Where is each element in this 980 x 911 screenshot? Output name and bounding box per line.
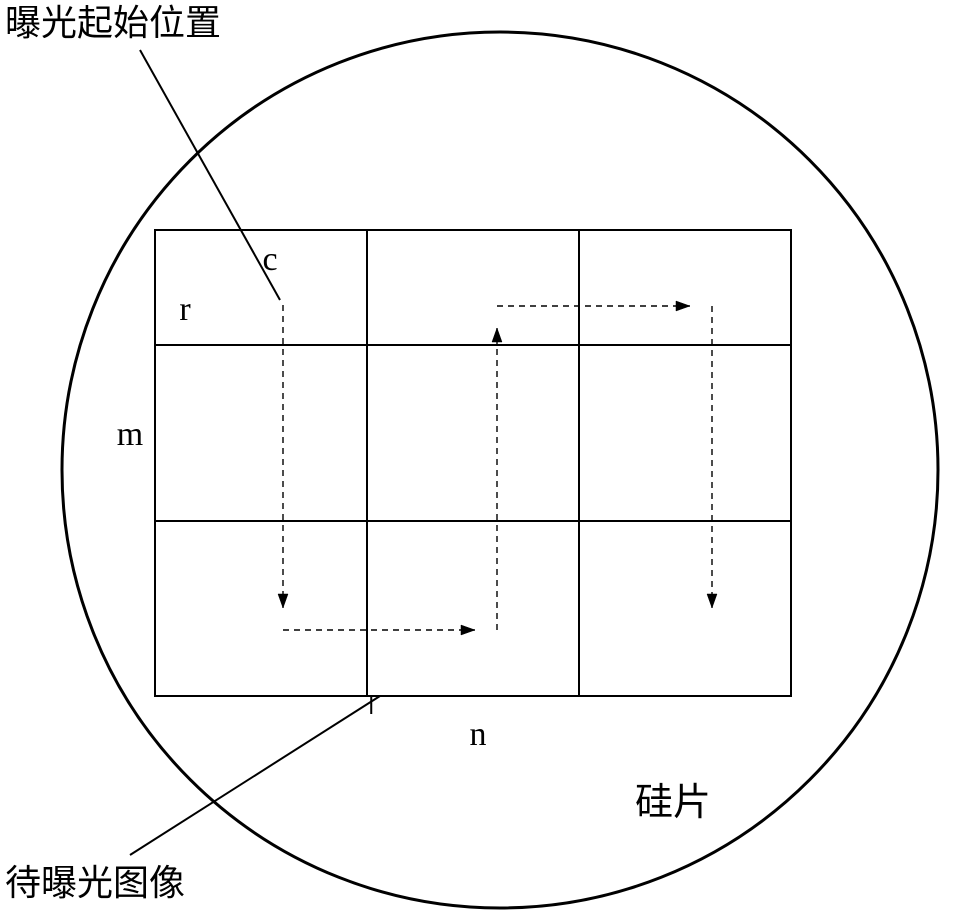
label-image-to-expose: 待曝光图像 — [5, 863, 185, 903]
canvas-bg — [0, 0, 980, 911]
label-wafer: 硅片 — [635, 782, 711, 824]
label-n: n — [470, 716, 487, 753]
label-m: m — [117, 416, 143, 453]
label-start-position: 曝光起始位置 — [5, 3, 221, 43]
label-c: c — [262, 241, 277, 278]
label-r: r — [179, 291, 191, 328]
